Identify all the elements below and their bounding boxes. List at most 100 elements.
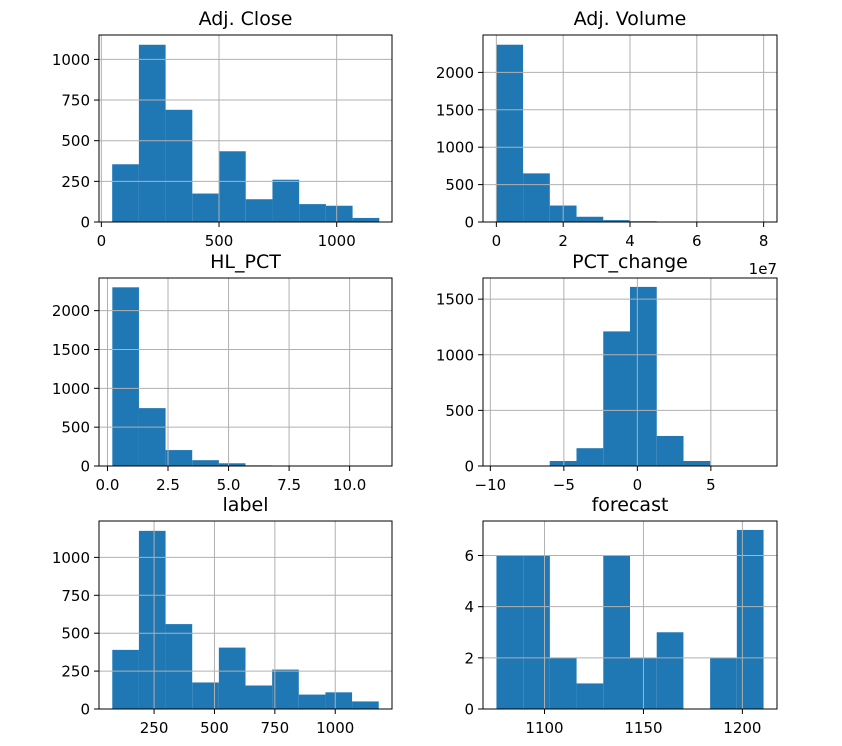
- x-tick-label: 7.5: [277, 476, 301, 494]
- subplot-title: PCT_change: [572, 251, 688, 273]
- histogram-bar: [138, 408, 166, 466]
- x-tick-label: 1100: [525, 719, 563, 737]
- x-tick-label: 0.0: [96, 476, 120, 494]
- histogram-bar: [138, 530, 166, 709]
- histogram-bar: [192, 193, 220, 222]
- y-tick-label: 6: [464, 547, 474, 565]
- histogram-bar: [325, 205, 353, 222]
- histogram-bar: [523, 173, 550, 222]
- histogram-bar: [683, 460, 711, 466]
- histogram-bar: [165, 624, 193, 709]
- histogram-bar: [192, 460, 219, 466]
- y-tick-label: 0: [80, 701, 90, 719]
- histogram-bar: [710, 657, 737, 709]
- x-tick-label: 10.0: [333, 476, 366, 494]
- y-tick-label: 500: [445, 176, 474, 194]
- axes-frame: [482, 520, 778, 710]
- x-tick-label: 8: [759, 232, 769, 250]
- axes-frame: [482, 277, 778, 467]
- y-tick-label: 4: [464, 598, 474, 616]
- subplot-4: 250 500 750 1000 0 250 500 750 1000 label: [52, 494, 393, 737]
- subplot-title: Adj. Close: [199, 8, 293, 30]
- y-tick-label: 1000: [52, 380, 90, 398]
- y-tick-label: 2000: [52, 302, 90, 320]
- histogram-bar: [299, 204, 326, 222]
- axes-frame: [98, 34, 393, 223]
- histogram-bar: [576, 448, 604, 466]
- subplot-title: Adj. Volume: [574, 8, 687, 30]
- y-tick-label: 500: [61, 132, 90, 150]
- y-tick-label: 0: [80, 458, 90, 476]
- y-tick-label: 0: [464, 701, 474, 719]
- x-tick-label: 250: [140, 719, 169, 737]
- y-tick-label: 250: [61, 663, 90, 681]
- x-tick-label: 0: [97, 232, 107, 250]
- y-tick-label: 1500: [436, 101, 474, 119]
- x-tick-label: 1150: [624, 719, 662, 737]
- y-tick-label: 750: [61, 587, 90, 605]
- x-tick-label: 750: [261, 719, 290, 737]
- y-tick-label: 1500: [436, 291, 474, 309]
- x-tick-label: 4: [625, 232, 635, 250]
- histogram-bar: [523, 555, 550, 709]
- y-tick-label: 1000: [52, 51, 90, 69]
- axes-frame: [98, 520, 393, 710]
- histogram-bar: [496, 555, 524, 709]
- histogram-bar: [603, 555, 630, 709]
- y-tick-label: 250: [61, 173, 90, 191]
- y-tick-label: 0: [80, 214, 90, 232]
- subplot-title: HL_PCT: [210, 251, 281, 273]
- subplot-1: 0 2 4 6 8 0 500 1000 1500 2000 Adj. Volume 1e7: [436, 8, 778, 278]
- histogram-bar: [630, 286, 657, 466]
- histogram-bar: [112, 649, 139, 709]
- histogram-bar: [138, 44, 166, 222]
- y-tick-label: 500: [61, 419, 90, 437]
- x-tick-label: 1000: [318, 232, 356, 250]
- histogram-bar: [656, 632, 684, 709]
- histogram-bar: [656, 435, 684, 466]
- histogram-bar: [496, 44, 524, 222]
- subplot-5: 1100 1150 1200 0 2 4 6 forecast: [464, 494, 778, 737]
- x-tick-label: 500: [205, 232, 234, 250]
- histogram-bar: [352, 217, 380, 222]
- y-tick-label: 1000: [52, 549, 90, 567]
- y-tick-label: 2000: [436, 64, 474, 82]
- axes-frame: [98, 277, 393, 467]
- histogram-bar: [576, 216, 604, 222]
- y-tick-label: 0: [464, 214, 474, 232]
- y-tick-label: 0: [464, 458, 474, 476]
- histogram-bar: [603, 331, 630, 466]
- histogram-bar: [245, 685, 273, 709]
- x-tick-label: 1000: [316, 719, 354, 737]
- y-tick-label: 1500: [52, 341, 90, 359]
- histogram-bar: [352, 701, 379, 709]
- histogram-bar: [272, 669, 299, 709]
- subplot-title: label: [223, 494, 269, 516]
- histogram-bar: [245, 199, 273, 222]
- x-tick-label: 2: [558, 232, 568, 250]
- x-offset-label: 1e7: [749, 260, 777, 278]
- histogram-bar: [576, 683, 604, 709]
- subplot-title: forecast: [592, 494, 669, 516]
- x-tick-label: 2.5: [156, 476, 180, 494]
- histogram-bar: [219, 151, 246, 222]
- y-tick-label: 1000: [436, 139, 474, 157]
- histogram-bar: [736, 529, 764, 709]
- x-tick-label: −10: [475, 476, 507, 494]
- x-tick-label: 5.0: [217, 476, 241, 494]
- histogram-bar: [112, 164, 139, 222]
- x-tick-label: 1200: [723, 719, 761, 737]
- x-tick-label: 0: [492, 232, 502, 250]
- y-tick-label: 750: [61, 92, 90, 110]
- histogram-bar: [165, 109, 193, 222]
- x-tick-label: −5: [553, 476, 575, 494]
- subplot-0: 0 500 1000 0 250 500 750 1000 Adj. Close: [52, 8, 393, 250]
- x-tick-label: 5: [706, 476, 716, 494]
- histogram-bar: [325, 692, 353, 709]
- histogram-bar: [603, 220, 630, 222]
- histogram-bar: [549, 460, 577, 466]
- histogram-bar: [218, 463, 246, 466]
- histogram-bar: [112, 287, 139, 466]
- histogram-bar: [218, 647, 246, 709]
